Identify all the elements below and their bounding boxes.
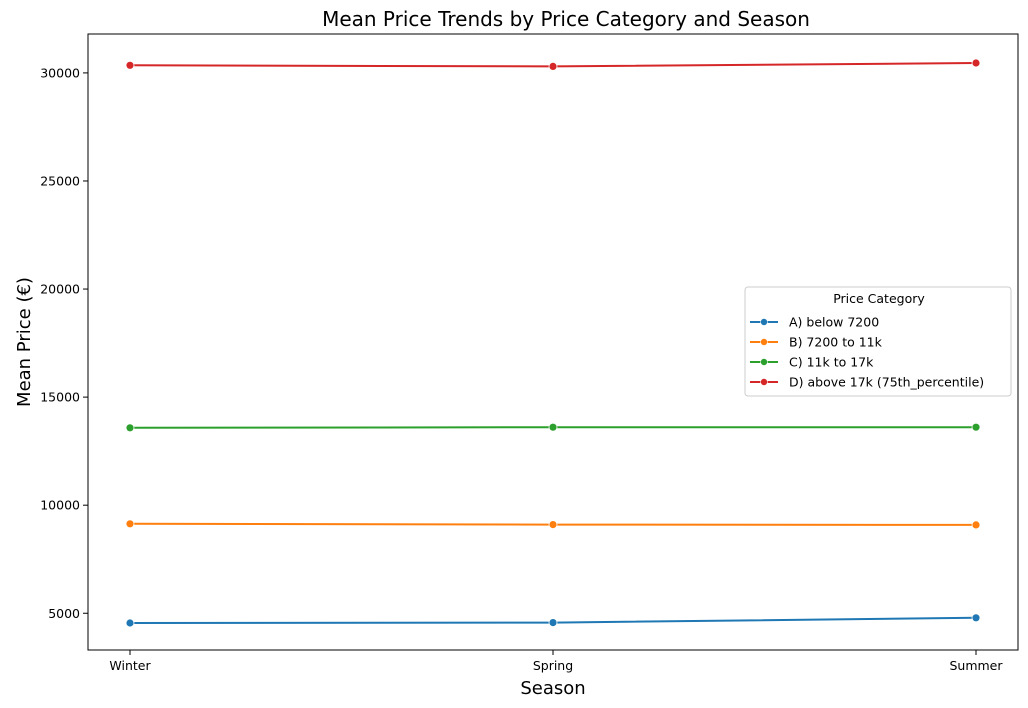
data-point xyxy=(125,618,135,628)
x-tick-label: Winter xyxy=(109,658,151,673)
data-point xyxy=(548,422,558,432)
legend-swatch-marker xyxy=(760,378,768,386)
legend-title: Price Category xyxy=(833,291,925,306)
legend-label: D) above 17k (75th_percentile) xyxy=(789,375,984,390)
legend-swatch-marker xyxy=(760,318,768,326)
axes: 5000 10000 15000 20000 25000 30000 Winter Sprin… xyxy=(40,33,1019,673)
data-point xyxy=(125,519,135,529)
data-point xyxy=(971,613,981,623)
y-tick-label: 5000 xyxy=(48,606,80,621)
x-tick-label: Spring xyxy=(533,658,573,673)
legend-swatch-marker xyxy=(760,338,768,346)
y-tick-label: 10000 xyxy=(40,498,80,513)
data-point xyxy=(548,520,558,529)
y-tick-label: 30000 xyxy=(40,65,80,80)
y-axis-title: Mean Price (€) xyxy=(14,277,35,407)
data-point xyxy=(548,62,558,71)
y-tick-label: 25000 xyxy=(40,173,80,188)
legend-label: A) below 7200 xyxy=(789,315,879,330)
y-tick-label: 20000 xyxy=(40,282,80,297)
data-point xyxy=(971,520,981,530)
data-point xyxy=(971,58,981,68)
x-tick-label: Summer xyxy=(949,658,1003,673)
chart-title: Mean Price Trends by Price Category and … xyxy=(322,7,810,31)
legend: Price Category A) below 7200 B) 7200 to 11… xyxy=(744,286,1012,397)
legend-box xyxy=(744,286,1012,397)
data-point xyxy=(971,422,981,432)
plot-area xyxy=(125,58,981,628)
data-point xyxy=(125,423,135,433)
legend-label: C) 11k to 17k xyxy=(789,355,874,370)
data-point xyxy=(125,60,135,70)
x-axis-title: Season xyxy=(520,678,585,699)
legend-swatch-marker xyxy=(760,358,768,366)
data-point xyxy=(548,618,558,627)
y-tick-label: 15000 xyxy=(40,390,80,405)
legend-label: B) 7200 to 11k xyxy=(789,335,883,350)
